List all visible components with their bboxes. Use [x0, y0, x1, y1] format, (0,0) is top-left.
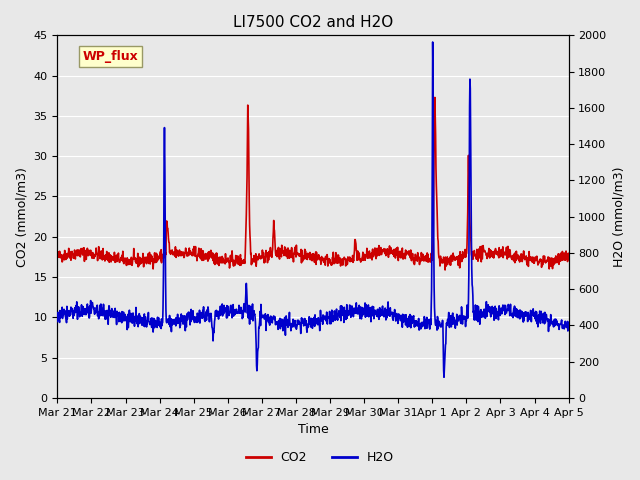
Y-axis label: H2O (mmol/m3): H2O (mmol/m3) [612, 167, 625, 267]
Y-axis label: CO2 (mmol/m3): CO2 (mmol/m3) [15, 167, 28, 266]
Title: LI7500 CO2 and H2O: LI7500 CO2 and H2O [233, 15, 393, 30]
X-axis label: Time: Time [298, 423, 328, 436]
Legend: CO2, H2O: CO2, H2O [241, 446, 399, 469]
Text: WP_flux: WP_flux [83, 50, 139, 63]
